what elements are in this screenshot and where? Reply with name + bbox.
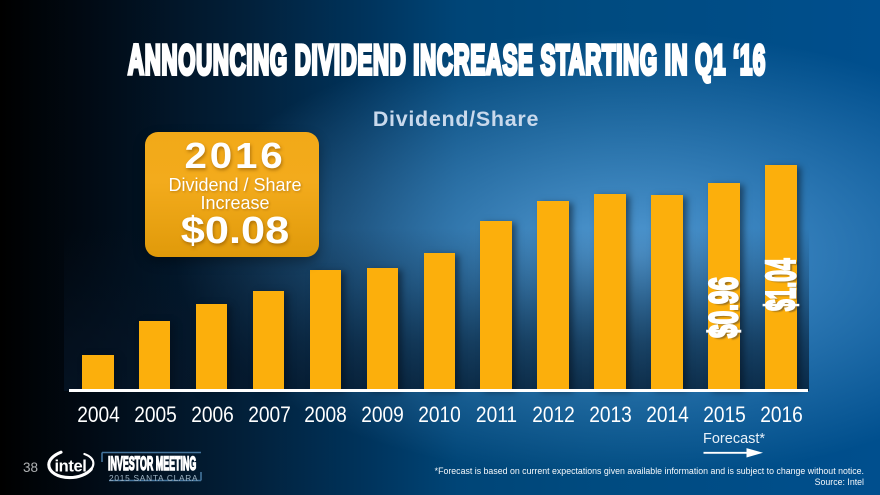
svg-text:intel: intel [55, 458, 87, 476]
